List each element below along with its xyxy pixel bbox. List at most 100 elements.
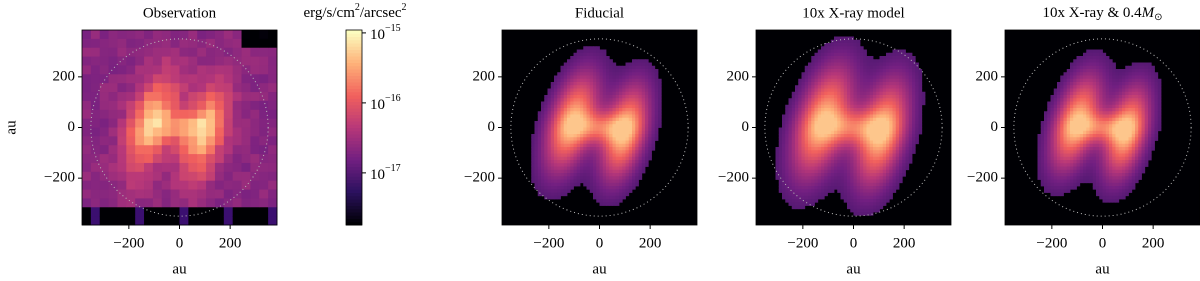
image-pixel bbox=[1083, 66, 1087, 70]
image-pixel bbox=[841, 59, 845, 63]
image-pixel bbox=[850, 202, 854, 206]
image-pixel bbox=[1112, 105, 1116, 109]
image-pixel bbox=[564, 111, 568, 115]
image-pixel bbox=[1038, 173, 1042, 177]
image-pixel bbox=[548, 105, 552, 109]
image-pixel bbox=[233, 83, 242, 92]
image-pixel bbox=[776, 154, 780, 158]
image-pixel bbox=[876, 63, 880, 67]
image-pixel bbox=[870, 189, 874, 193]
image-pixel bbox=[1096, 163, 1100, 167]
image-pixel bbox=[1109, 131, 1113, 135]
image-pixel bbox=[844, 147, 848, 151]
image-pixel bbox=[1057, 137, 1061, 141]
image-pixel bbox=[1090, 79, 1094, 83]
image-pixel bbox=[798, 95, 802, 99]
image-pixel bbox=[841, 154, 845, 158]
image-pixel bbox=[837, 102, 841, 106]
image-pixel bbox=[828, 53, 832, 57]
image-pixel bbox=[100, 128, 109, 137]
image-pixel bbox=[215, 83, 224, 92]
image-pixel bbox=[847, 102, 851, 106]
image-pixel bbox=[259, 190, 268, 199]
image-pixel bbox=[889, 56, 893, 60]
image-pixel bbox=[886, 105, 890, 109]
image-pixel bbox=[779, 137, 783, 141]
image-pixel bbox=[197, 92, 206, 101]
image-pixel bbox=[554, 167, 558, 171]
image-pixel bbox=[811, 98, 815, 102]
image-pixel bbox=[915, 118, 919, 122]
image-pixel bbox=[899, 121, 903, 125]
image-pixel bbox=[1119, 131, 1123, 135]
image-pixel bbox=[850, 154, 854, 158]
image-pixel bbox=[1073, 66, 1077, 70]
image-pixel bbox=[587, 82, 591, 86]
image-pixel bbox=[863, 137, 867, 141]
image-pixel bbox=[590, 144, 594, 148]
image-pixel bbox=[570, 72, 574, 76]
image-pixel bbox=[1096, 124, 1100, 128]
image-pixel bbox=[1086, 63, 1090, 67]
image-pixel bbox=[1057, 160, 1061, 164]
image-pixel bbox=[616, 66, 620, 70]
image-pixel bbox=[577, 111, 581, 115]
image-pixel bbox=[574, 173, 578, 177]
image-pixel bbox=[1077, 124, 1081, 128]
image-pixel bbox=[815, 69, 819, 73]
image-pixel bbox=[109, 57, 118, 66]
image-pixel bbox=[215, 39, 224, 48]
image-pixel bbox=[828, 43, 832, 47]
image-pixel bbox=[600, 63, 604, 67]
image-pixel bbox=[570, 98, 574, 102]
image-pixel bbox=[619, 95, 623, 99]
image-pixel bbox=[896, 89, 900, 93]
image-pixel bbox=[1067, 160, 1071, 164]
image-pixel bbox=[818, 157, 822, 161]
image-pixel bbox=[779, 150, 783, 154]
image-pixel bbox=[580, 79, 584, 83]
image-pixel bbox=[870, 115, 874, 119]
image-pixel bbox=[1090, 50, 1094, 54]
image-pixel bbox=[1086, 128, 1090, 132]
image-pixel bbox=[1096, 170, 1100, 174]
image-pixel bbox=[896, 56, 900, 60]
image-pixel bbox=[844, 56, 848, 60]
image-pixel bbox=[635, 108, 639, 112]
image-pixel bbox=[619, 176, 623, 180]
image-pixel bbox=[834, 163, 838, 167]
image-pixel bbox=[821, 128, 825, 132]
image-pixel bbox=[850, 89, 854, 93]
image-pixel bbox=[109, 74, 118, 83]
image-pixel bbox=[854, 63, 858, 67]
image-pixel bbox=[1073, 131, 1077, 135]
image-pixel bbox=[250, 119, 259, 128]
tick-exponent: −15 bbox=[385, 23, 401, 34]
image-pixel bbox=[567, 134, 571, 138]
image-pixel bbox=[1106, 173, 1110, 177]
image-pixel bbox=[795, 89, 799, 93]
image-pixel bbox=[1096, 89, 1100, 93]
image-pixel bbox=[162, 57, 171, 66]
image-pixel bbox=[541, 141, 545, 145]
image-pixel bbox=[919, 72, 923, 76]
image-pixel bbox=[863, 115, 867, 119]
image-pixel bbox=[1051, 163, 1055, 167]
image-pixel bbox=[831, 108, 835, 112]
image-pixel bbox=[648, 144, 652, 148]
image-pixel bbox=[242, 172, 251, 181]
image-pixel bbox=[567, 66, 571, 70]
image-pixel bbox=[906, 128, 910, 132]
image-pixel bbox=[1077, 111, 1081, 115]
image-pixel bbox=[619, 141, 623, 145]
image-pixel bbox=[1090, 170, 1094, 174]
image-pixel bbox=[779, 180, 783, 184]
image-pixel bbox=[632, 176, 636, 180]
image-pixel bbox=[606, 180, 610, 184]
image-pixel bbox=[824, 170, 828, 174]
image-pixel bbox=[1077, 163, 1081, 167]
image-pixel bbox=[570, 167, 574, 171]
image-pixel bbox=[1093, 144, 1097, 148]
image-pixel bbox=[867, 69, 871, 73]
image-pixel bbox=[596, 46, 600, 50]
